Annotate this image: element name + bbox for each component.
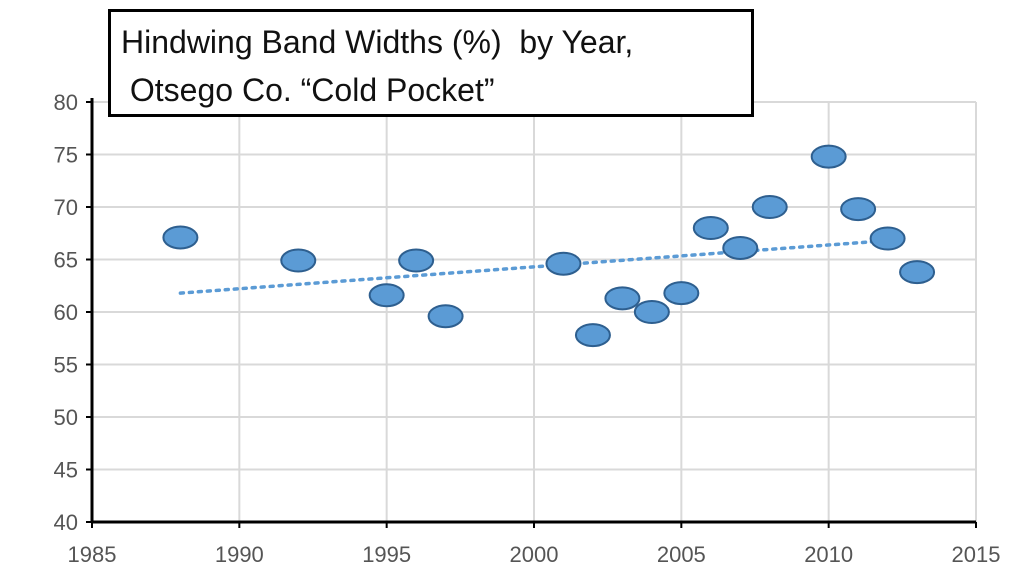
data-point: [751, 195, 788, 219]
x-tick-label: 2005: [657, 542, 706, 567]
data-point: [574, 323, 611, 348]
x-tick-label: 1990: [215, 542, 264, 567]
trendline-path: [178, 238, 890, 295]
x-tick-label: 1995: [362, 542, 411, 567]
trendline: [178, 238, 890, 295]
data-points: [162, 144, 936, 348]
x-tick-label: 2015: [952, 542, 1001, 567]
y-tick-label: 70: [54, 195, 78, 220]
y-tick-label: 75: [54, 143, 78, 168]
data-point: [810, 144, 847, 169]
axes: [86, 98, 977, 528]
chart-title-line-2: Otsego Co. “Cold Pocket”: [121, 72, 495, 108]
data-point: [280, 248, 317, 273]
y-tick-label: 65: [54, 248, 78, 273]
y-tick-label: 60: [54, 300, 78, 325]
data-point: [869, 226, 906, 251]
chart-title-line-1: Hindwing Band Widths (%) by Year,: [121, 24, 634, 60]
data-point: [840, 197, 877, 222]
y-tick-label: 55: [54, 353, 78, 378]
data-point: [722, 235, 759, 260]
data-point: [663, 281, 700, 306]
y-tick-label: 80: [54, 90, 78, 115]
grid-lines: [92, 101, 977, 522]
tick-labels: 40 45 50 55 60 65 70 75 80 1985 1990 1995 2000 2005 20…: [54, 90, 1001, 567]
data-point: [545, 251, 582, 276]
data-point: [604, 286, 641, 311]
data-point: [899, 260, 936, 285]
x-tick-label: 1985: [68, 542, 117, 567]
data-point: [427, 304, 464, 329]
y-tick-label: 45: [54, 458, 78, 483]
data-point: [368, 283, 405, 308]
data-point: [162, 225, 199, 250]
data-point: [633, 300, 670, 324]
chart-title-box: Hindwing Band Widths (%) by Year, Otsego…: [108, 9, 754, 117]
y-tick-label: 50: [54, 405, 78, 430]
x-tick-label: 2000: [510, 542, 559, 567]
x-tick-label: 2010: [804, 542, 853, 567]
data-point: [692, 216, 729, 240]
y-tick-label: 40: [54, 510, 78, 535]
data-point: [398, 248, 435, 273]
